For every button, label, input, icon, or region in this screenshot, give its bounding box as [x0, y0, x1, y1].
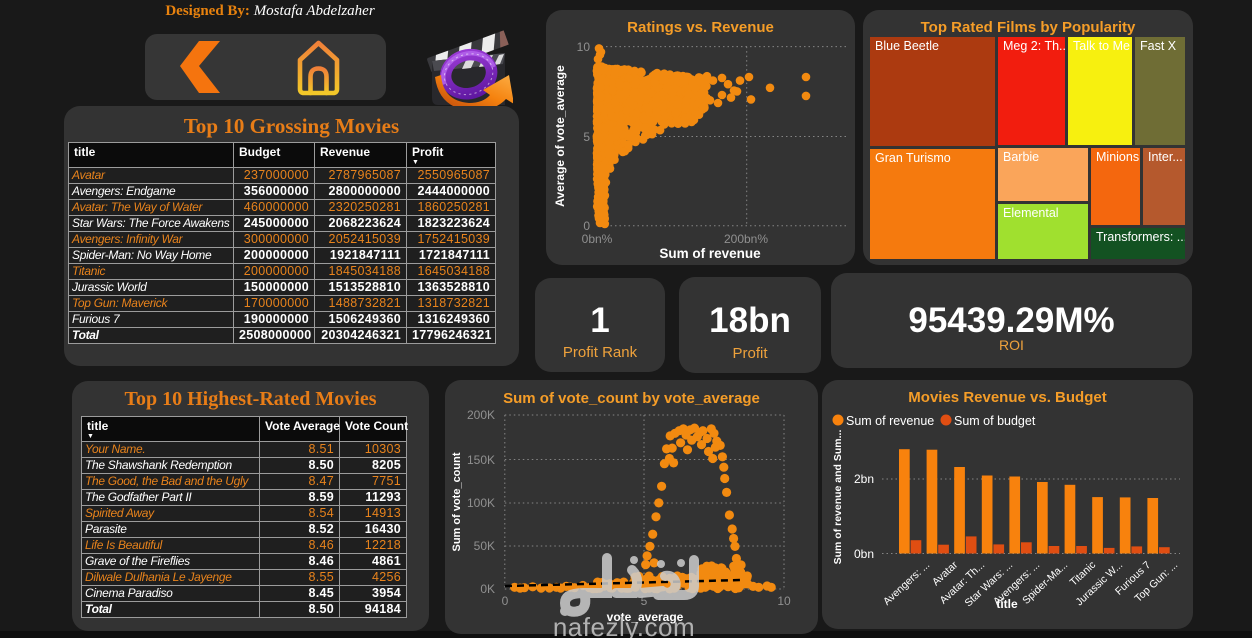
svg-text:0bn: 0bn	[854, 547, 874, 561]
svg-text:Sum of revenue: Sum of revenue	[659, 246, 761, 261]
svg-text:0: 0	[583, 219, 590, 233]
svg-text:Sum of vote_count: Sum of vote_count	[451, 452, 463, 551]
svg-text:100K: 100K	[467, 496, 495, 510]
svg-text:0: 0	[502, 594, 509, 608]
svg-text:Average of vote_average: Average of vote_average	[553, 65, 567, 207]
svg-text:Sum of revenue: Sum of revenue	[846, 414, 934, 428]
svg-text:5: 5	[641, 594, 648, 608]
svg-text:Sum of revenue and Sum...: Sum of revenue and Sum...	[832, 430, 844, 565]
svg-text:10: 10	[577, 40, 591, 54]
svg-text:50K: 50K	[474, 539, 495, 553]
svg-text:10: 10	[777, 594, 791, 608]
svg-text:Sum of budget: Sum of budget	[954, 414, 1036, 428]
svg-text:150K: 150K	[467, 453, 495, 467]
svg-text:vote_average: vote_average	[607, 610, 684, 624]
svg-text:200bn%: 200bn%	[724, 232, 768, 246]
svg-text:200K: 200K	[467, 408, 495, 422]
svg-text:title: title	[996, 597, 1018, 611]
svg-text:0K: 0K	[480, 582, 495, 596]
svg-text:0bn%: 0bn%	[582, 232, 613, 246]
svg-text:2bn: 2bn	[854, 472, 874, 486]
svg-text:5: 5	[583, 130, 590, 144]
